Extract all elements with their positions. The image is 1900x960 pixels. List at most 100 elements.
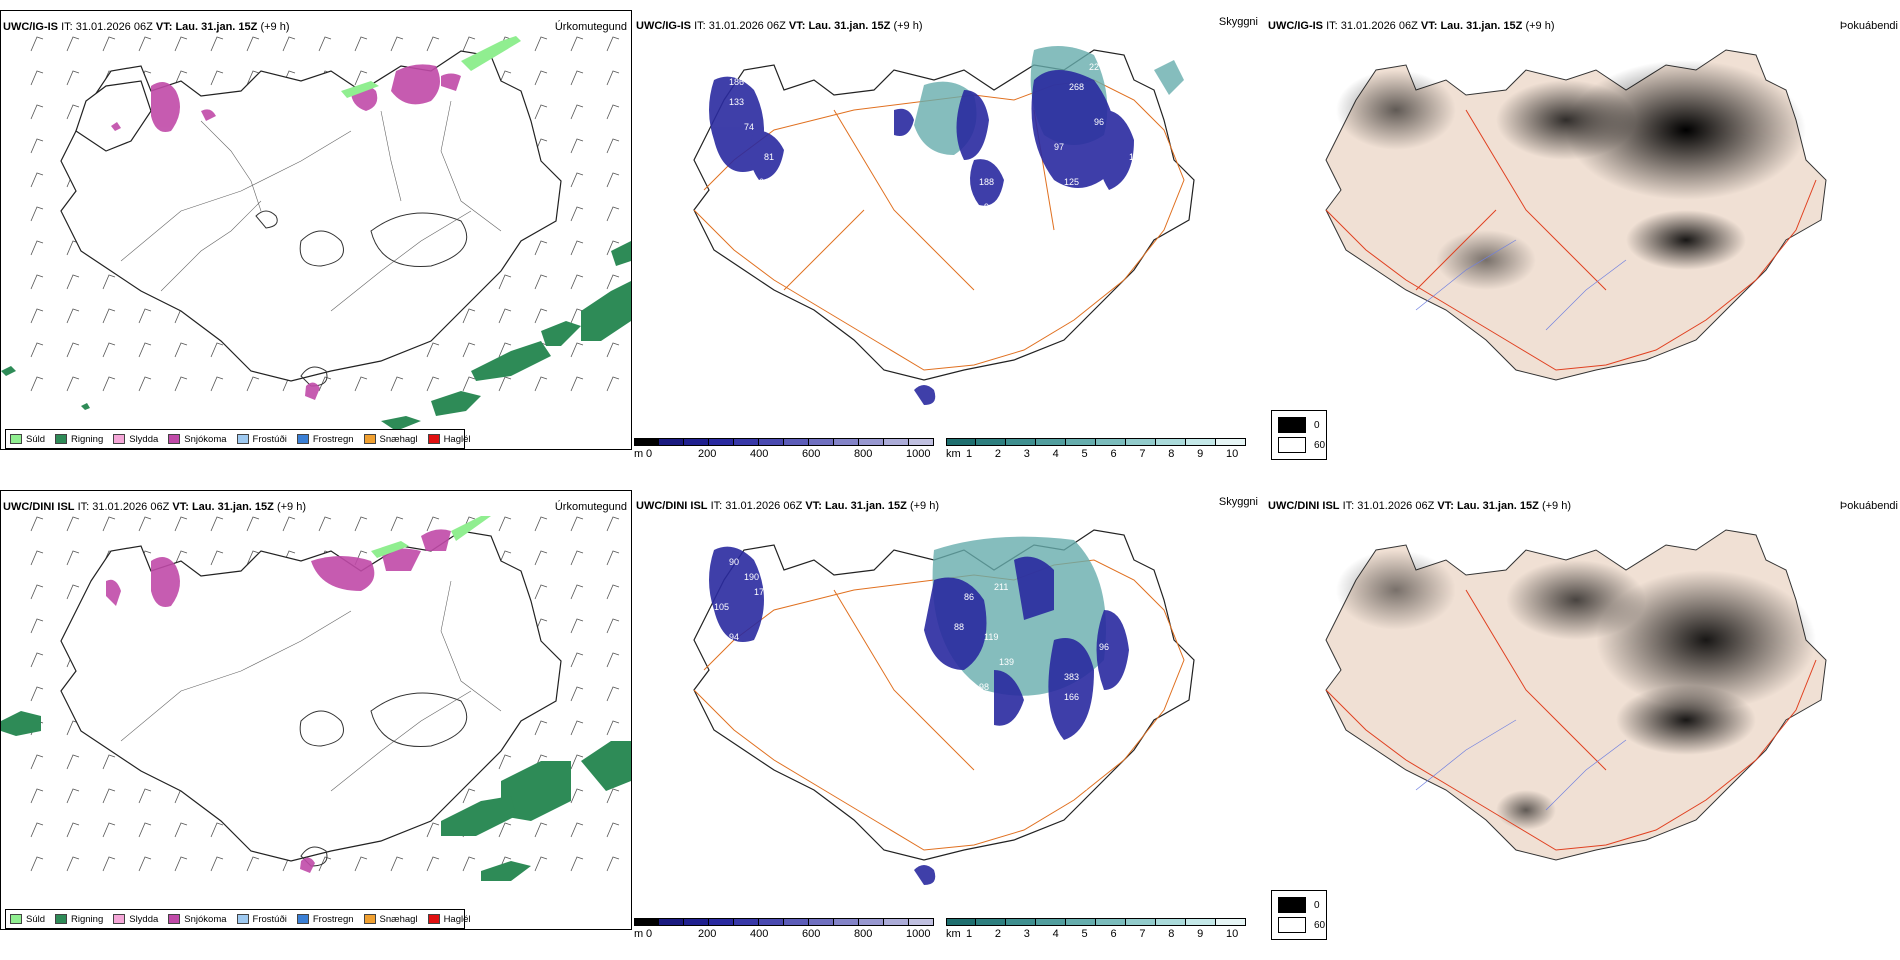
wind-barb xyxy=(102,274,116,290)
fog-legend-label: 60 xyxy=(1314,439,1326,451)
wind-barb xyxy=(354,70,368,86)
colorbar-segment xyxy=(1006,918,1036,926)
cloud-base-value: 188 xyxy=(979,177,994,187)
wind-barb xyxy=(606,584,620,600)
wind-barb xyxy=(570,550,584,566)
model-name: UWC/DINI ISL xyxy=(1268,500,1340,512)
wind-barb xyxy=(66,788,80,804)
legend-item: Haglél xyxy=(427,914,471,925)
wind-barb xyxy=(174,822,188,838)
wind-barb xyxy=(606,240,620,256)
vt-label: VT: xyxy=(155,21,173,33)
colorbar-segment xyxy=(759,918,784,926)
wind-barb xyxy=(210,550,224,566)
wind-barb xyxy=(66,342,80,358)
cloud-base-value: 383 xyxy=(1064,672,1079,682)
colorbar-segment xyxy=(659,438,684,446)
wind-barb xyxy=(390,516,404,532)
fog-legend-item: 60 xyxy=(1278,437,1325,453)
legend-swatch xyxy=(363,914,376,924)
colorbar-segment xyxy=(784,438,809,446)
wind-barb xyxy=(570,206,584,222)
wind-barb xyxy=(606,788,620,804)
wind-barb xyxy=(570,856,584,872)
colorbar-tick: 4 xyxy=(1052,928,1059,940)
cloud-base-value: 100 xyxy=(1104,722,1119,732)
it-label: IT: xyxy=(1342,500,1355,512)
colorbar-segment xyxy=(709,918,734,926)
cloud-base-value: 119 xyxy=(984,632,998,642)
legend-label: Slydda xyxy=(129,913,159,925)
wind-barb xyxy=(102,788,116,804)
drizzle-areas xyxy=(371,516,491,558)
wind-barb xyxy=(210,516,224,532)
wind-barb xyxy=(606,138,620,154)
legend-label: Frostregn xyxy=(312,433,354,445)
wind-barb xyxy=(390,856,404,872)
wind-barb xyxy=(30,652,44,668)
colorbar-segment xyxy=(1066,918,1096,926)
it-value: 31.01.2026 06Z xyxy=(75,21,153,33)
colorbar-segment xyxy=(759,438,784,446)
colorbar-segment xyxy=(809,918,834,926)
colorbar-segment xyxy=(1156,438,1186,446)
wind-barb xyxy=(174,550,188,566)
legend-item: Súld xyxy=(10,434,45,445)
wind-barb xyxy=(570,822,584,838)
panel-title: Úrkomutegund xyxy=(554,501,627,513)
colorbar-tick: 1000 xyxy=(906,928,931,940)
wind-barb xyxy=(570,720,584,736)
colorbar-segment xyxy=(784,918,809,926)
wind-barb xyxy=(30,308,44,324)
fog-legend-swatch xyxy=(1278,897,1306,913)
road-network xyxy=(693,79,1185,371)
legend-label: Haglél xyxy=(443,433,471,445)
wind-barb xyxy=(570,138,584,154)
wind-barb xyxy=(102,856,116,872)
fog-shading xyxy=(1336,60,1806,290)
wind-barb xyxy=(606,720,620,736)
colorbar-segment xyxy=(884,438,909,446)
wind-barb xyxy=(462,856,476,872)
wind-barb xyxy=(66,584,80,600)
legend-item: Rigning xyxy=(55,914,103,925)
wind-barb xyxy=(30,172,44,188)
fog-legend-label: 0 xyxy=(1314,419,1320,431)
fog-panel-top: UWC/IG-IS IT: 31.01.2026 06Z VT: Lau. 31… xyxy=(1266,10,1900,460)
model-name: UWC/DINI ISL xyxy=(636,500,708,512)
wind-barb xyxy=(534,516,548,532)
wind-barb xyxy=(606,822,620,838)
wind-barb xyxy=(534,376,548,392)
visibility-colorbar xyxy=(946,918,1246,932)
vt-value: Lau. 31.jan. 15Z xyxy=(1440,20,1523,32)
vt-value: Lau. 31.jan. 15Z xyxy=(1456,500,1539,512)
rain-areas xyxy=(1,711,631,881)
wind-barb xyxy=(246,376,260,392)
colorbar-unit: m xyxy=(634,448,644,460)
colorbar-tick: 5 xyxy=(1081,928,1088,940)
colorbar-unit: km xyxy=(946,928,961,940)
wind-barb xyxy=(246,516,260,532)
colorbar-segment xyxy=(834,438,859,446)
colorbar-segment xyxy=(1126,438,1156,446)
wind-barb xyxy=(30,240,44,256)
wind-barb xyxy=(498,308,512,324)
wind-barb xyxy=(174,342,188,358)
fog-map xyxy=(1325,49,1827,381)
wind-barb xyxy=(246,550,260,566)
colorbar-tick: 9 xyxy=(1197,448,1204,460)
wind-barb xyxy=(174,376,188,392)
cloud-base-value: 22 xyxy=(1089,62,1099,72)
wind-barb xyxy=(534,822,548,838)
colorbar-segment xyxy=(976,438,1006,446)
wind-barb xyxy=(534,856,548,872)
colorbar-unit: m xyxy=(634,928,644,940)
vt-value: Lau. 31.jan. 15Z xyxy=(808,20,891,32)
wind-barb xyxy=(570,788,584,804)
rivers-roads xyxy=(120,580,502,792)
wind-barb xyxy=(30,206,44,222)
wind-barb xyxy=(606,342,620,358)
wind-barb xyxy=(354,36,368,52)
wind-barb xyxy=(102,822,116,838)
fog-legend-label: 60 xyxy=(1314,919,1326,931)
